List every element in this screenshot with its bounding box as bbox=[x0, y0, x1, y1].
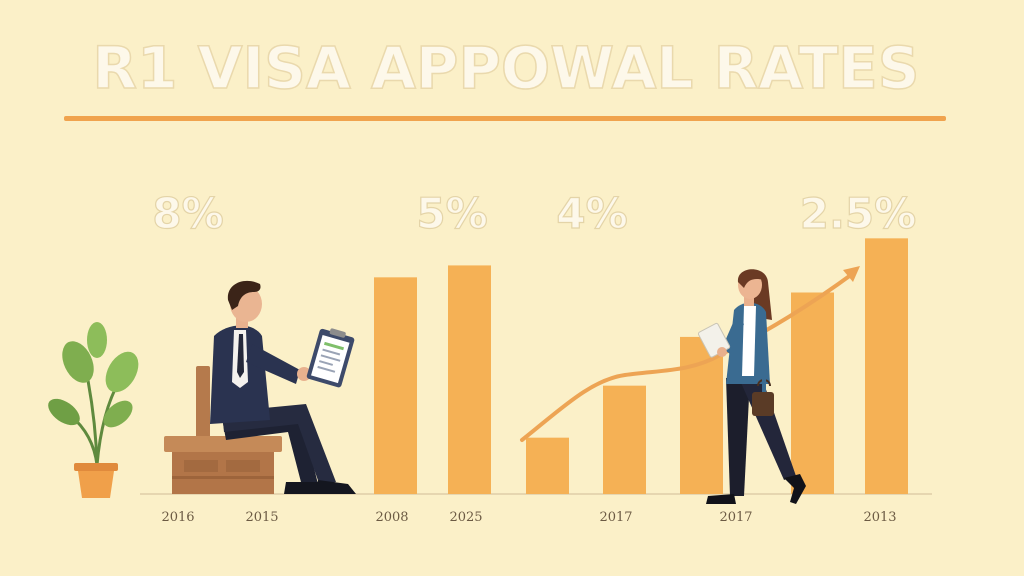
percent-label: 4% bbox=[556, 189, 627, 238]
man-seated-with-clipboard-icon bbox=[210, 280, 356, 494]
percent-label: 8% bbox=[152, 189, 223, 238]
potted-plant-icon bbox=[48, 322, 139, 498]
year-label: 2025 bbox=[449, 510, 482, 525]
bars bbox=[374, 238, 908, 494]
year-label: 2013 bbox=[863, 510, 896, 525]
bar bbox=[526, 437, 569, 494]
trend-arrow-icon bbox=[520, 266, 860, 442]
percent-label: 2.5% bbox=[800, 189, 916, 238]
bar bbox=[374, 277, 417, 494]
year-label: 2008 bbox=[375, 510, 408, 525]
year-label: 2016 bbox=[161, 510, 194, 525]
bar bbox=[680, 336, 723, 494]
year-label: 2015 bbox=[245, 510, 278, 525]
percent-label: 5% bbox=[416, 189, 487, 238]
bar bbox=[448, 265, 491, 494]
chart-title: R1 VISA APPOWAL RATES bbox=[92, 34, 919, 102]
year-label: 2017 bbox=[599, 510, 632, 525]
bar bbox=[791, 292, 834, 494]
title-underline bbox=[64, 116, 946, 121]
year-label: 2017 bbox=[719, 510, 752, 525]
woman-walking-with-bag-icon bbox=[697, 269, 806, 504]
bar bbox=[603, 385, 646, 494]
wooden-bench-icon bbox=[164, 366, 282, 494]
bar bbox=[865, 238, 908, 494]
